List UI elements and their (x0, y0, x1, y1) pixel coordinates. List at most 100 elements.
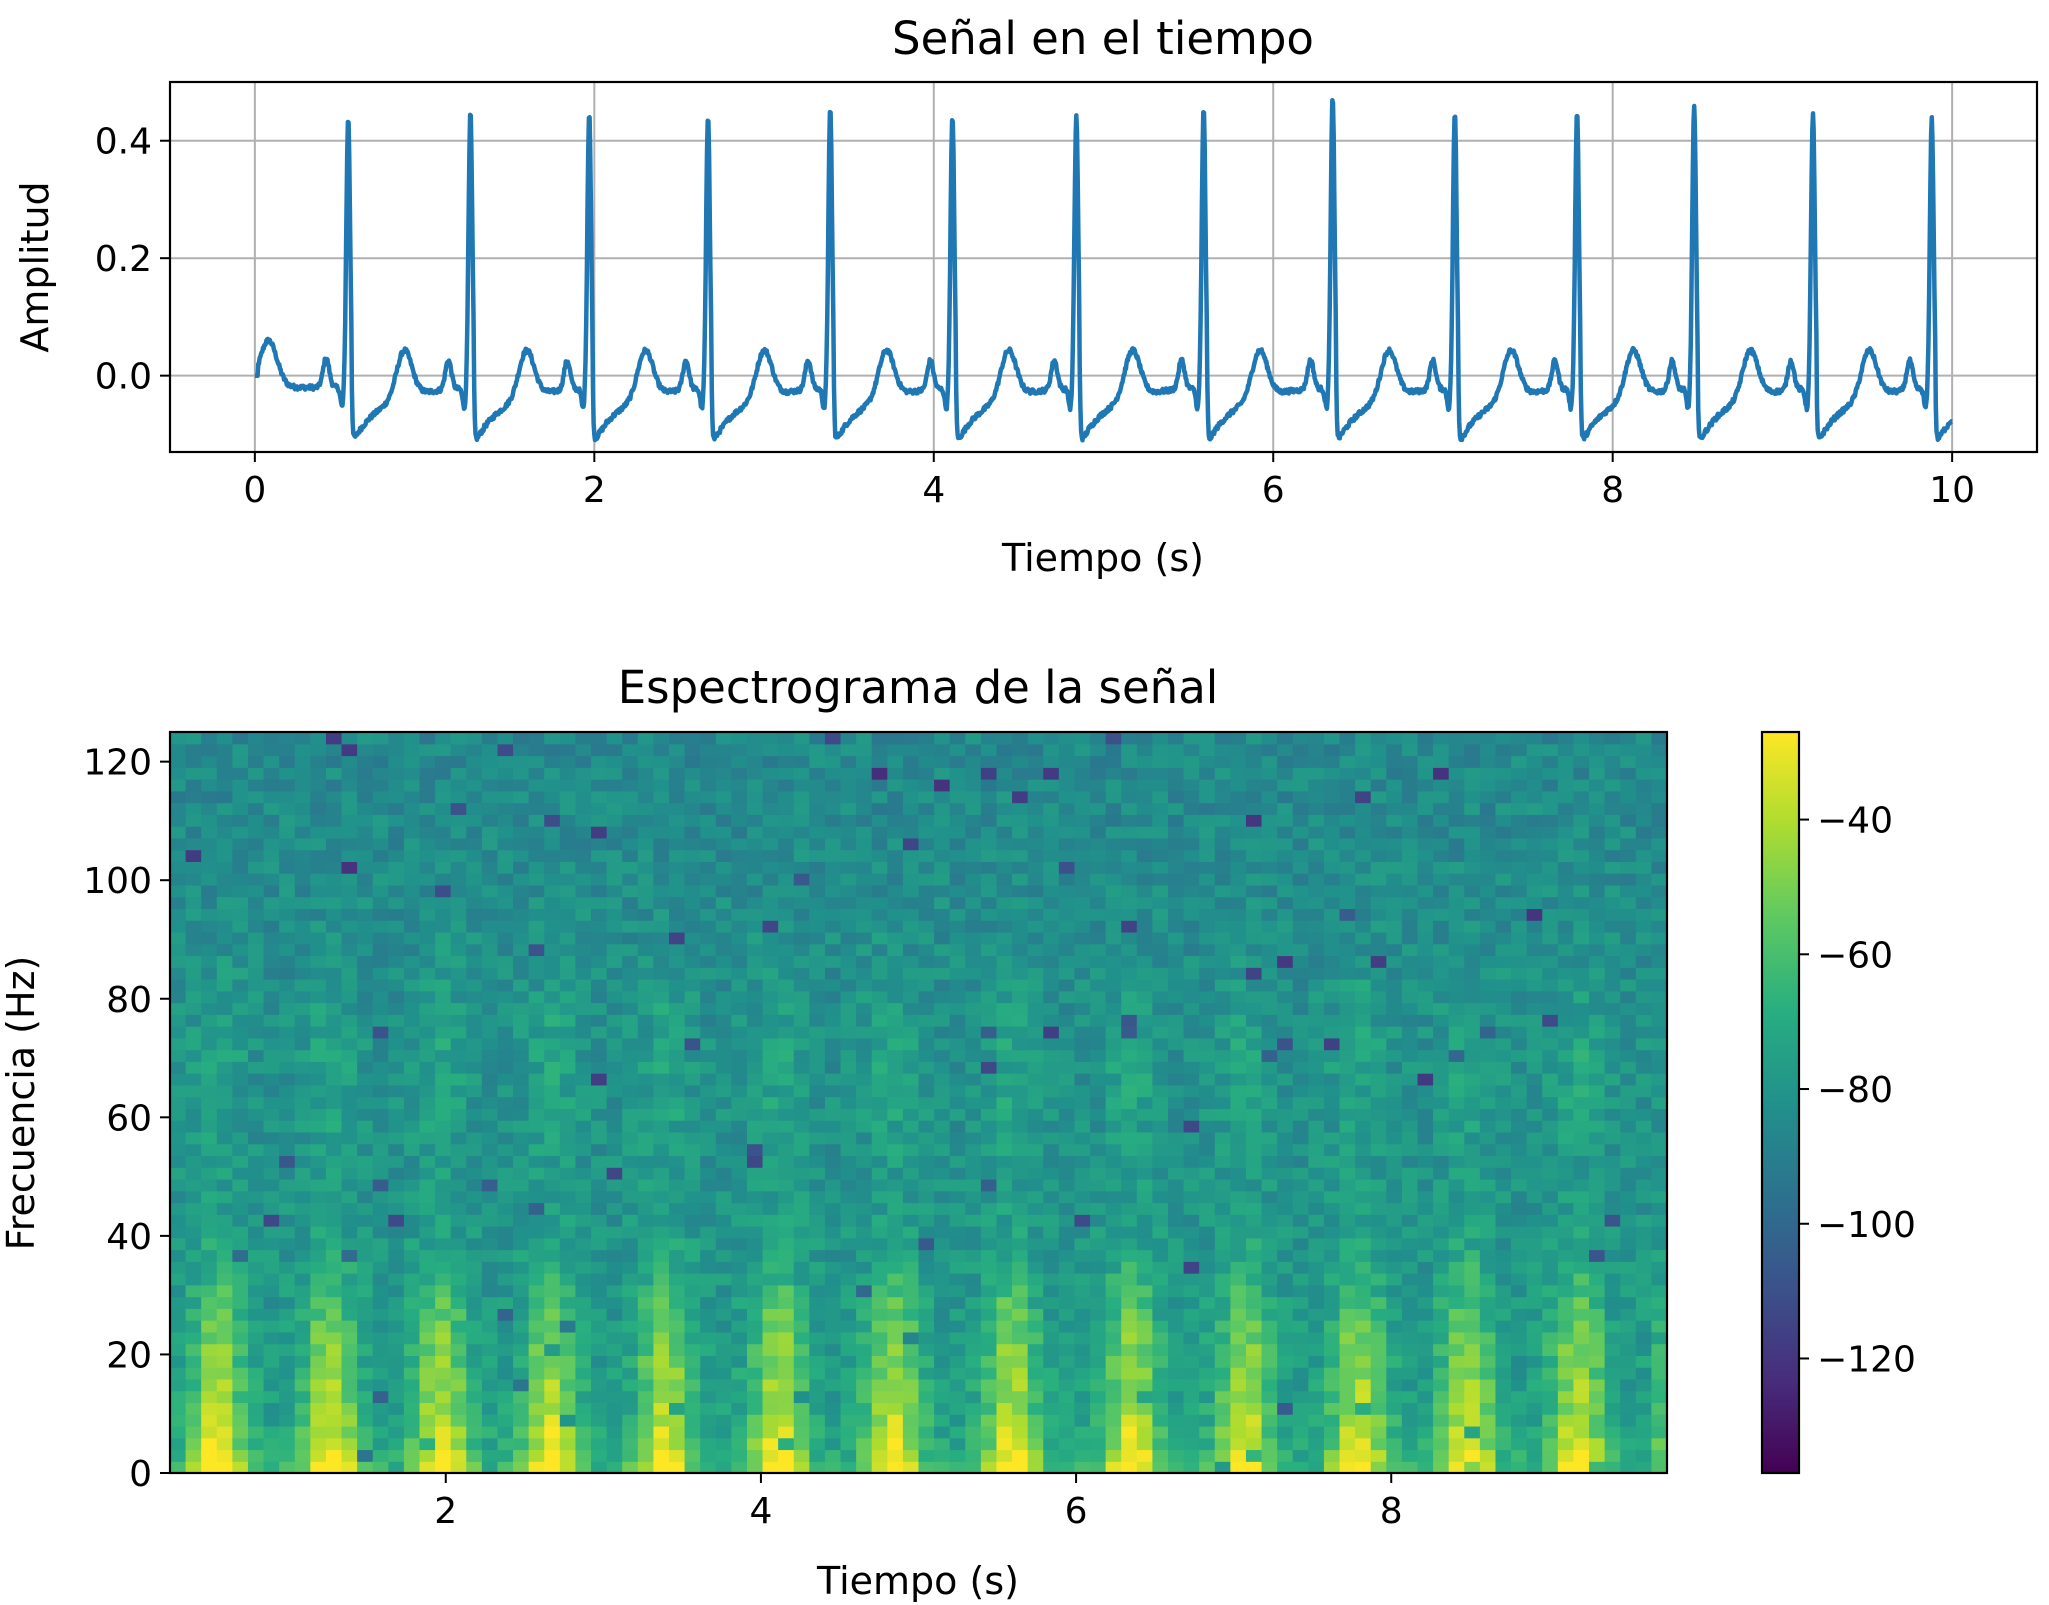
spectrogram-cell (1012, 1084, 1029, 1098)
spectrogram-cell (996, 743, 1013, 757)
spectrogram-cell (1261, 1320, 1278, 1333)
spectrogram-cell (856, 1296, 873, 1309)
spectrogram-cell (731, 790, 748, 804)
spectrogram-cell (466, 1378, 483, 1392)
spectrogram-cell (871, 884, 888, 898)
spectrogram-cell (435, 826, 452, 839)
spectrogram-cell (1261, 861, 1278, 874)
spectrogram-cell (856, 1355, 873, 1368)
spectrogram-cell (824, 1320, 842, 1333)
spectrogram-cell (544, 990, 561, 1004)
spectrogram-cell (310, 1378, 327, 1392)
spectrogram-cell (902, 1449, 920, 1462)
spectrogram-cell (887, 1320, 904, 1333)
spectrogram-cell (762, 1308, 779, 1321)
spectrogram-cell (263, 1131, 280, 1145)
spectrogram-cell (341, 1049, 358, 1062)
spectrogram-cell (419, 1073, 436, 1086)
spectrogram-cell (528, 743, 545, 757)
spectrogram-cell (232, 790, 249, 804)
spectrogram-cell (1245, 1002, 1263, 1015)
spectrogram-cell (653, 743, 670, 757)
spectrogram-cell (216, 1096, 233, 1109)
spectrogram-cell (793, 1108, 810, 1121)
spectrogram-cell (185, 1131, 202, 1145)
spectrogram-cell (684, 790, 701, 804)
spectrogram-cell (1074, 1378, 1091, 1392)
spectrogram-cell (528, 979, 545, 992)
spectrogram-cell (1323, 1249, 1341, 1262)
spectrogram-cell (778, 1073, 795, 1086)
spectrogram-cell (1245, 732, 1263, 745)
spectrogram-cell (934, 1167, 951, 1180)
spectrogram-cell (934, 779, 951, 792)
spectrogram-cell (1152, 1226, 1169, 1239)
spectrogram-cell (856, 908, 873, 921)
spectrogram-cell (1183, 1367, 1200, 1380)
spectrogram-cell (559, 1367, 577, 1380)
spectrogram-cell (528, 1461, 545, 1474)
spectrogram-cell (310, 896, 327, 910)
spectrogram-cell (606, 1449, 623, 1462)
spectrogram-cell (263, 1320, 280, 1333)
spectrogram-cell (357, 908, 374, 921)
spectrogram-cell (372, 1308, 389, 1321)
spectrogram-cell (591, 814, 608, 827)
spectrogram-cell (591, 1308, 608, 1321)
spectrogram-cell (450, 1378, 467, 1392)
spectrogram-cell (1058, 1131, 1076, 1145)
spectrogram-cell (762, 767, 779, 780)
spectrogram-cell (1012, 743, 1029, 757)
spectrogram-cell (1261, 1343, 1278, 1356)
spectrogram-cell (419, 1143, 436, 1157)
spectrogram-cell (310, 849, 327, 862)
spectrogram-cell (1105, 920, 1122, 933)
spectrogram-cell (1012, 1202, 1029, 1215)
spectrogram-cell (684, 1131, 701, 1145)
spectrogram-cell (965, 1049, 982, 1062)
spectrogram-cell (746, 1178, 764, 1192)
spectrogram-cell (1074, 849, 1091, 862)
spectrogram-cell (1261, 1308, 1278, 1321)
spectrogram-cell (1136, 1308, 1153, 1321)
spectrogram-cell (466, 1120, 483, 1133)
spectrogram-cell (247, 979, 265, 992)
spectrogram-cell (559, 1026, 577, 1039)
spectrogram-cell (669, 732, 686, 745)
spectrogram-cell (840, 1402, 857, 1415)
spectrogram-cell (279, 1073, 296, 1086)
spectrogram-cell (1121, 1014, 1138, 1027)
spectrogram-cell (700, 1378, 717, 1392)
spectrogram-cell (325, 1073, 343, 1086)
spectrogram-cell (1386, 1202, 1403, 1215)
spectrogram-cell (949, 826, 966, 839)
spectrogram-cell (1168, 861, 1185, 874)
spectrogram-cell (887, 1449, 904, 1462)
spectrogram-cell (403, 861, 421, 874)
spectrogram-cell (746, 1226, 764, 1239)
spectrogram-cell (1339, 1084, 1356, 1098)
spectrogram-cell (824, 1120, 842, 1133)
spectrogram-cell (1121, 955, 1138, 968)
spectrogram-cell (1261, 931, 1278, 945)
spectrogram-cell (934, 908, 951, 921)
spectrogram-cell (372, 1284, 389, 1298)
spectrogram-cell (1152, 849, 1169, 862)
spectrogram-cell (513, 1002, 530, 1015)
spectrogram-cell (1043, 1084, 1060, 1098)
spectrogram-cell (1339, 743, 1356, 757)
spectrogram-cell (1308, 1331, 1325, 1345)
spectrogram-cell (466, 1437, 483, 1451)
spectrogram-cell (980, 1002, 998, 1015)
spectrogram-cell (1183, 873, 1200, 886)
spectrogram-cell (1355, 790, 1372, 804)
spectrogram-cell (1308, 990, 1325, 1004)
spectrogram-cell (934, 814, 951, 827)
spectrogram-cell (684, 884, 701, 898)
spectrogram-cell (388, 849, 405, 862)
spectrogram-cell (824, 1226, 842, 1239)
spectrogram-cell (1355, 1437, 1372, 1451)
spectrogram-cell (653, 1402, 670, 1415)
spectrogram-cell (279, 1155, 296, 1168)
spectrogram-cell (731, 1237, 748, 1251)
